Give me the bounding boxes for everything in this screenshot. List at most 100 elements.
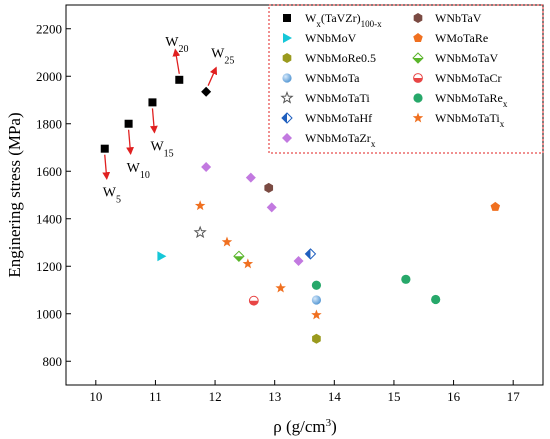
data-point [201,86,212,97]
data-point [311,280,322,290]
data-point [175,75,184,84]
data-point [157,251,167,262]
legend-item: WNbTaV [413,11,482,25]
x-tick-label: 15 [387,389,400,404]
data-point [194,200,206,211]
y-tick-label: 1400 [36,211,62,226]
data-point [233,250,245,262]
legend-item: WNbMoTaZrx [282,131,376,149]
x-tick-label: 17 [507,389,521,404]
legend: Wx(TaVZr)100-x WNbMoV WNbMoRe0.5 WNbMoTa WNb… [280,11,508,149]
data-point [304,248,317,260]
annotation-label: W20 [165,35,188,55]
legend-item: Wx(TaVZr)100-x [283,11,382,29]
legend-label: WNbMoTaCr [435,71,501,85]
annotation-label: W10 [127,161,150,181]
legend-marker [412,112,424,123]
legend-item: WNbMoTaTi [280,91,370,105]
axis-ticks: 10 11 12 13 14 15 16 17 800 1000 1200 1400 1600 1800 2… [36,21,520,404]
plot-frame [65,4,544,386]
legend-item: WNbMoTa [282,71,360,85]
legend-marker [413,93,423,103]
legend-label: WNbMoTaHf [305,111,372,125]
annotation-arrow [126,129,134,156]
y-tick-label: 1200 [36,259,62,274]
data-point [311,295,322,305]
annotation-label: W25 [211,47,234,67]
legend-marker [282,73,292,83]
x-tick-label: 13 [268,389,281,404]
data-point [148,98,157,107]
legend-label: WNbMoRe0.5 [305,51,376,65]
data-point [312,333,321,344]
legend-marker [283,33,292,43]
legend-label: WNbMoTaZrx [305,131,376,149]
legend-label: WNbMoV [305,31,357,45]
legend-marker [280,91,294,104]
legend-marker [281,112,293,124]
legend-label: WNbMoTaTi [305,91,370,105]
annotation-label: W15 [150,139,173,159]
legend-marker [413,33,423,43]
x-tick-label: 14 [328,389,342,404]
data-point [245,172,256,183]
legend-label: WNbTaV [435,11,482,25]
legend-item: WNbMoTaHf [281,111,372,125]
y-tick-label: 800 [43,354,63,369]
legend-item: WNbMoRe0.5 [282,51,376,65]
data-point [431,294,441,305]
annotation-arrow [207,66,218,86]
data-point [100,144,109,153]
data-point [266,202,277,213]
data-points [100,75,501,344]
y-tick-label: 1800 [36,116,62,131]
x-tick-label: 11 [149,389,162,404]
legend-marker [283,14,291,22]
x-tick-label: 12 [209,389,222,404]
legend-marker [412,52,424,64]
legend-box [268,4,544,154]
y-axis-label: Enginering stress (MPa) [5,112,24,277]
legend-marker [413,73,423,83]
data-point [248,295,259,306]
legend-label: WNbMoTaRex [435,91,508,109]
y-tick-label: 2200 [36,21,62,36]
x-axis-label: ρ (g/cm3) [273,417,337,436]
legend-item: WNbMoTaV [412,51,498,65]
annotation-arrow [102,154,111,180]
y-tick-label: 1600 [36,164,62,179]
data-point [490,201,501,211]
legend-label: WNbMoTaTix [435,111,505,129]
data-point [221,236,233,247]
data-point [401,274,411,284]
legend-item: WNbMoTaRex [413,91,508,109]
legend-marker [413,13,423,23]
legend-label: WNbMoTa [305,71,360,85]
legend-item: WNbMoTaTix [412,111,505,129]
data-point [293,256,304,267]
legend-marker [282,133,292,143]
x-tick-label: 10 [89,389,102,404]
annotation-label: W5 [103,186,121,206]
y-tick-label: 1000 [36,306,62,321]
annotation-arrow [172,48,181,74]
data-point [275,282,286,293]
legend-marker [282,53,292,63]
data-point [193,225,207,239]
data-point [201,161,212,172]
legend-item: WNbMoV [283,31,357,45]
data-point [242,258,254,269]
data-point [311,309,322,320]
annotation-arrow [150,108,158,134]
legend-item: WMoTaRe [413,31,488,45]
y-tick-label: 2000 [36,69,62,84]
legend-label: Wx(TaVZr)100-x [305,11,382,29]
legend-item: WNbMoTaCr [413,71,501,85]
data-point [124,119,133,128]
legend-label: WMoTaRe [435,31,488,45]
x-tick-label: 16 [447,389,461,404]
data-point [264,182,274,193]
legend-label: WNbMoTaV [435,51,498,65]
